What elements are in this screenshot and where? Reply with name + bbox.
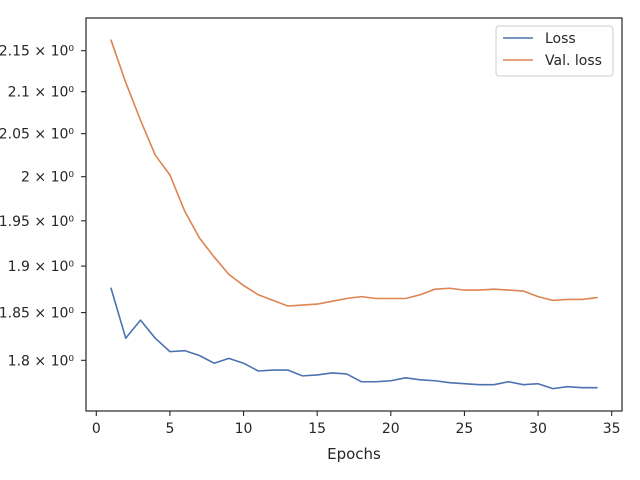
y-tick-label: 1.9 × 10⁰ (8, 259, 75, 275)
y-tick-label: 2.05 × 10⁰ (0, 127, 74, 143)
x-tick-label: 0 (92, 421, 101, 437)
y-tick-label: 1.8 × 10⁰ (8, 353, 75, 369)
x-axis-title: Epochs (327, 445, 381, 463)
x-tick-label: 35 (603, 421, 621, 437)
plot-area (86, 18, 622, 411)
y-tick-label: 1.85 × 10⁰ (0, 306, 74, 322)
x-tick-label: 20 (382, 421, 400, 437)
y-tick-label: 2 × 10⁰ (21, 170, 74, 186)
y-tick-label: 2.15 × 10⁰ (0, 44, 74, 60)
x-tick-label: 25 (456, 421, 474, 437)
series-line-loss (110, 287, 598, 390)
x-tick-label: 15 (308, 421, 326, 437)
legend-label: Loss (545, 31, 576, 47)
legend-label: Val. loss (545, 53, 602, 69)
x-axis: 0 5 10 15 20 25 30 35 (92, 411, 621, 437)
plot-frame (85, 17, 623, 412)
y-tick-label: 2.1 × 10⁰ (8, 85, 75, 101)
x-tick-label: 10 (235, 421, 253, 437)
series-layer (110, 39, 598, 390)
x-tick-label: 30 (529, 421, 547, 437)
legend: Loss Val. loss (495, 25, 614, 77)
series-line-val-loss (110, 39, 598, 307)
x-tick-label: 5 (165, 421, 174, 437)
y-axis: 1.8 × 10⁰ 1.85 × 10⁰ 1.9 × 10⁰ 1.95 × 10⁰ 2 … (0, 44, 86, 369)
y-tick-label: 1.95 × 10⁰ (0, 214, 74, 230)
